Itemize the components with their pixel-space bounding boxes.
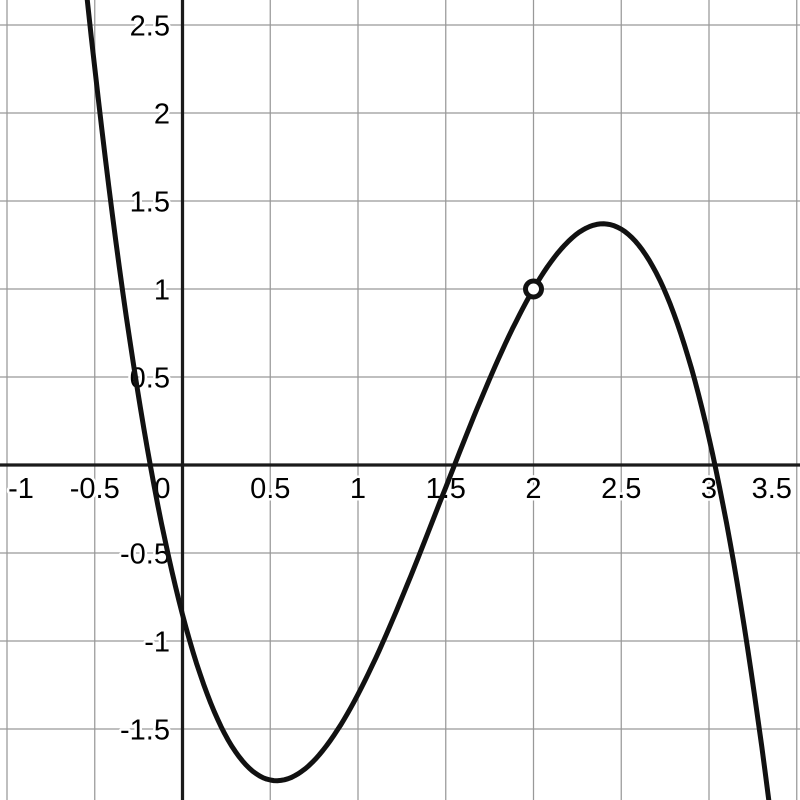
y-tick-label: 1 [154, 275, 170, 307]
y-tick-label: -1.5 [120, 715, 170, 747]
x-tick-label: -1 [8, 473, 34, 505]
y-tick-label: 2 [154, 99, 170, 131]
x-tick-label: 2.5 [601, 473, 641, 505]
x-tick-label: 3 [701, 473, 717, 505]
x-tick-label: 2 [525, 473, 541, 505]
x-tick-label: 0.5 [250, 473, 290, 505]
y-tick-label: 2.5 [130, 11, 170, 43]
open-point-marker[interactable] [523, 278, 544, 300]
x-tick-label: 1 [350, 473, 366, 505]
y-tick-label: -1 [144, 627, 170, 659]
y-tick-label: 1.5 [130, 187, 170, 219]
x-tick-label: -0.5 [70, 473, 120, 505]
function-curve [84, 0, 772, 800]
x-tick-label: 3.5 [752, 473, 792, 505]
y-tick-label: -0.5 [120, 539, 170, 571]
